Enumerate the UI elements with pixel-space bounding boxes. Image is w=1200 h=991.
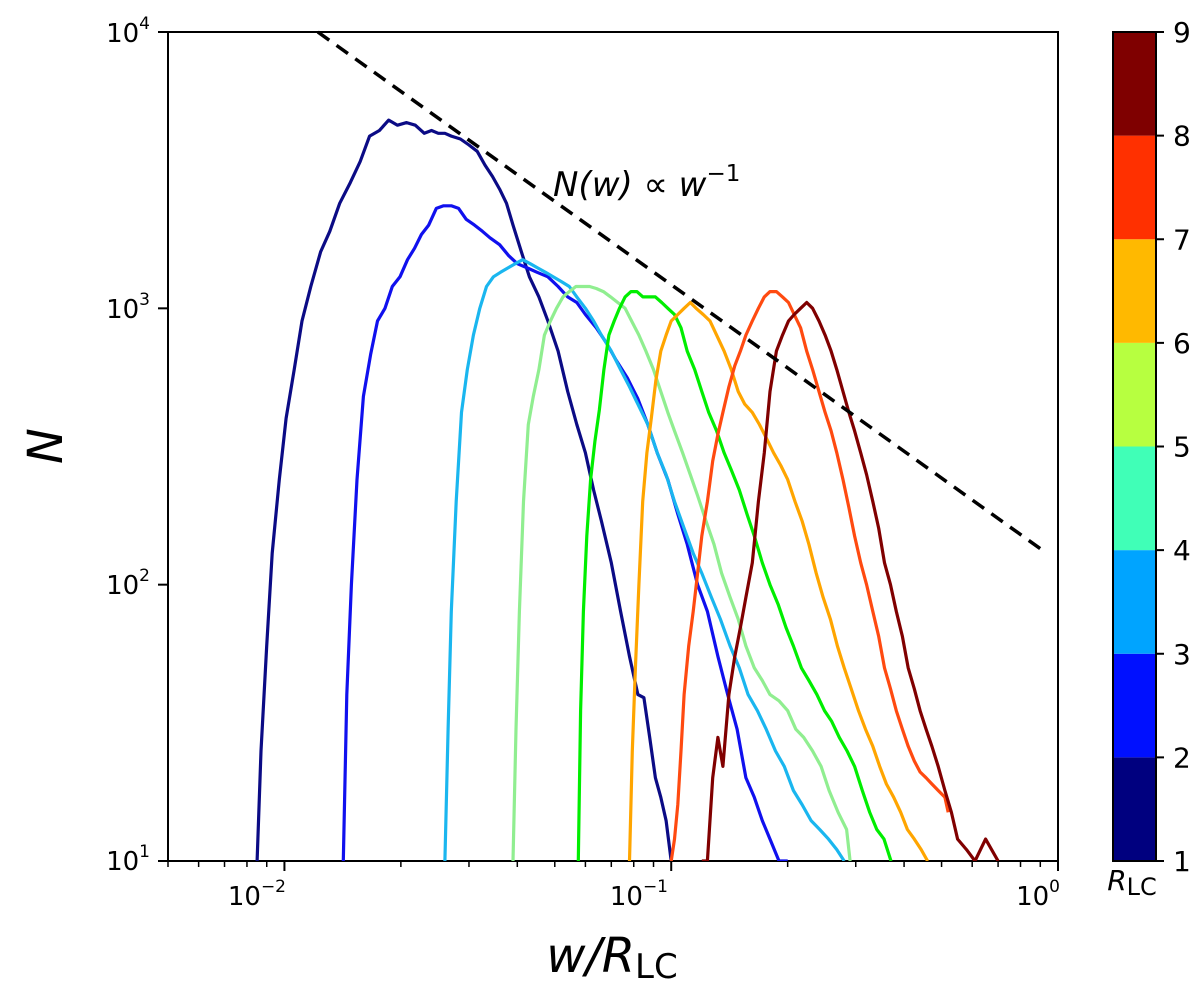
y-tick-label: 102	[106, 566, 150, 601]
x-minor-ticks	[167, 861, 1042, 867]
y-tick-label: 104	[106, 14, 150, 49]
series-line-7	[669, 290, 950, 861]
colorbar-tick-label: 7	[1173, 223, 1191, 256]
series-line-6	[627, 300, 929, 861]
x-axis-label: w/RLC	[546, 928, 677, 987]
colorbar-ticks: 1 2 3 4 5 6 7 8 9	[1156, 16, 1191, 878]
colorbar-tick-label: 4	[1173, 534, 1191, 567]
series-line-4	[511, 284, 852, 861]
colorbar-tick-label: 9	[1173, 16, 1191, 49]
colorbar-segment	[1113, 446, 1156, 551]
y-major-ticks	[158, 31, 168, 862]
colorbar-segment	[1113, 32, 1156, 136]
colorbar-tick-label: 8	[1173, 120, 1191, 153]
colorbar-tick-label: 3	[1173, 638, 1191, 671]
reference-line	[316, 30, 1042, 551]
series-line-3	[443, 258, 846, 861]
colorbar-tick-label: 2	[1173, 741, 1191, 774]
colorbar-segment	[1113, 653, 1156, 758]
colorbar-segment	[1113, 757, 1156, 861]
colorbar-segment	[1113, 550, 1156, 654]
colorbar-tick-label: 5	[1173, 431, 1191, 464]
series-line-8	[701, 300, 1000, 861]
x-tick-label: 10−1	[610, 877, 668, 912]
colorbar-segment	[1113, 342, 1156, 447]
y-tick-label: 103	[106, 290, 150, 325]
y-axis-label: N	[18, 428, 74, 464]
colorbar-title: RLC	[1107, 864, 1157, 901]
colorbar-tick-label: 6	[1173, 327, 1191, 360]
annotation: N(w) ∝ w−1	[553, 161, 740, 205]
colorbar-segment	[1113, 135, 1156, 240]
series-layer	[255, 118, 1000, 861]
series-line-1	[255, 118, 673, 861]
colorbar-segment	[1113, 239, 1156, 343]
series-line-2	[341, 204, 788, 861]
x-tick-label: 10−2	[228, 877, 286, 912]
plot-area	[167, 31, 1059, 862]
series-line-5	[576, 290, 893, 861]
x-major-ticks	[283, 861, 1059, 871]
x-tick-label: 100	[1016, 877, 1060, 912]
y-tick-label: 101	[106, 842, 150, 877]
colorbar-tick-label: 1	[1173, 845, 1191, 878]
colorbar	[1113, 32, 1156, 861]
